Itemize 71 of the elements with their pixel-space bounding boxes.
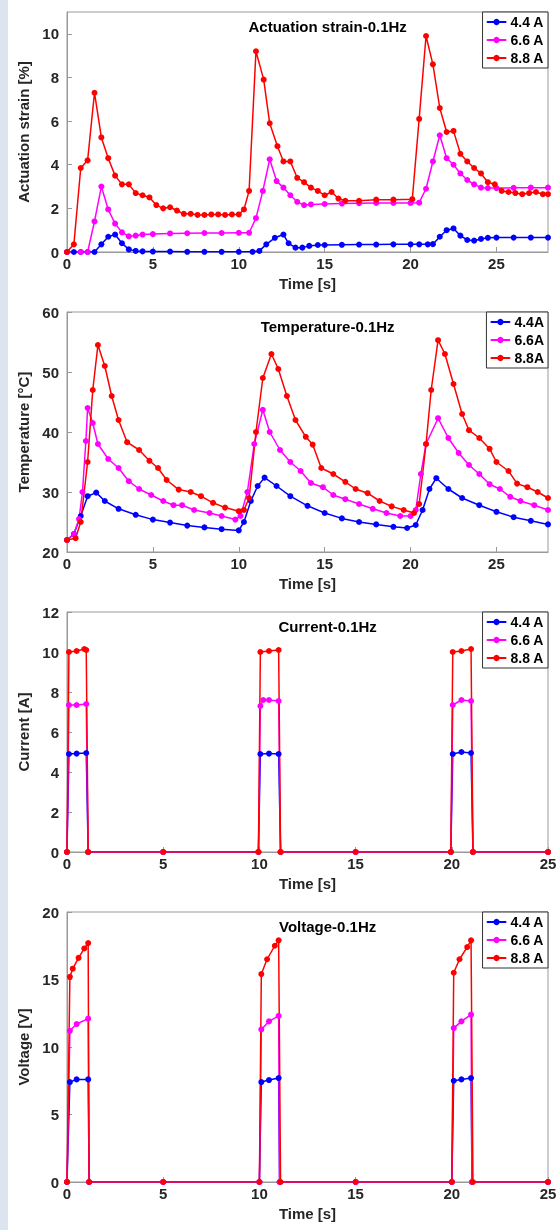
chart-title: Current-0.1Hz xyxy=(278,618,377,635)
y-tick-label: 4 xyxy=(50,156,60,174)
legend-label: 6.6 A xyxy=(510,932,544,948)
x-tick-label: 25 xyxy=(539,1185,557,1202)
x-axis-title: Time [s] xyxy=(278,275,337,292)
x-tick-label: 5 xyxy=(148,255,158,272)
x-tick-label: 15 xyxy=(316,255,334,272)
x-tick-label: 15 xyxy=(347,1185,364,1202)
y-tick-label: 10 xyxy=(42,25,59,43)
legend-label: 8.8 A xyxy=(510,650,544,666)
x-tick-label: 20 xyxy=(443,1185,461,1202)
x-tick-label: 15 xyxy=(347,855,364,872)
chart-title: Voltage-0.1Hz xyxy=(279,918,377,935)
y-tick-label: 60 xyxy=(42,303,59,321)
y-axis-title: Temperature [°C] xyxy=(15,371,32,493)
x-axis-title: Time [s] xyxy=(278,1205,337,1222)
x-tick-label: 20 xyxy=(443,855,461,872)
x-axis-title: Time [s] xyxy=(278,575,337,592)
y-tick-label: 12 xyxy=(42,603,59,621)
y-tick-label: 6 xyxy=(50,112,59,130)
x-tick-label: 20 xyxy=(402,255,419,272)
x-tick-label: 5 xyxy=(148,555,158,572)
x-tick-label: 5 xyxy=(159,855,168,872)
x-tick-label: 0 xyxy=(62,855,72,872)
legend-label: 4.4 A xyxy=(510,614,544,630)
y-tick-label: 6 xyxy=(50,723,59,741)
x-tick-label: 20 xyxy=(402,555,419,572)
x-tick-label: 10 xyxy=(230,555,248,572)
x-tick-label: 10 xyxy=(251,1185,268,1202)
x-tick-label: 25 xyxy=(488,255,505,272)
y-tick-label: 10 xyxy=(42,643,59,661)
x-tick-label: 0 xyxy=(62,555,72,572)
y-tick-label: 10 xyxy=(42,1038,59,1056)
x-tick-label: 5 xyxy=(159,1185,168,1202)
y-tick-label: 50 xyxy=(42,363,59,381)
y-tick-label: 30 xyxy=(42,483,59,501)
x-tick-label: 10 xyxy=(251,855,268,872)
x-tick-label: 25 xyxy=(488,555,505,572)
y-tick-label: 0 xyxy=(50,243,59,261)
y-tick-label: 40 xyxy=(42,423,59,441)
legend-label: 8.8 A xyxy=(510,50,544,66)
x-axis-title: Time [s] xyxy=(278,875,337,892)
legend-label: 4.4A xyxy=(514,314,545,330)
y-tick-label: 8 xyxy=(50,68,59,86)
legend-label: 8.8 A xyxy=(510,950,544,966)
chart-title: Actuation strain-0.1Hz xyxy=(248,18,407,35)
y-tick-label: 20 xyxy=(42,543,59,561)
y-tick-label: 20 xyxy=(42,903,59,921)
x-tick-label: 0 xyxy=(62,1185,72,1202)
x-tick-label: 10 xyxy=(230,255,248,272)
x-tick-label: 25 xyxy=(539,855,557,872)
y-tick-label: 2 xyxy=(50,803,59,821)
legend-label: 6.6 A xyxy=(510,632,544,648)
y-tick-label: 8 xyxy=(50,683,59,701)
y-tick-label: 0 xyxy=(50,1173,59,1191)
y-axis-title: Actuation strain [%] xyxy=(15,61,32,203)
y-tick-label: 0 xyxy=(50,843,59,861)
y-tick-label: 15 xyxy=(42,971,59,988)
y-axis-title: Voltage [V] xyxy=(15,1008,32,1086)
x-tick-label: 0 xyxy=(62,255,72,272)
legend-label: 4.4 A xyxy=(510,14,544,30)
y-tick-label: 4 xyxy=(50,763,60,781)
y-axis-title: Current [A] xyxy=(15,692,32,772)
y-tick-label: 5 xyxy=(50,1106,59,1123)
legend-label: 8.8A xyxy=(514,350,545,366)
x-tick-label: 15 xyxy=(316,555,334,572)
y-tick-label: 2 xyxy=(50,199,59,217)
legend-label: 4.4 A xyxy=(510,914,544,930)
chart-title: Temperature-0.1Hz xyxy=(260,318,395,335)
legend-label: 6.6 A xyxy=(510,32,544,48)
legend-label: 6.6A xyxy=(514,332,545,348)
